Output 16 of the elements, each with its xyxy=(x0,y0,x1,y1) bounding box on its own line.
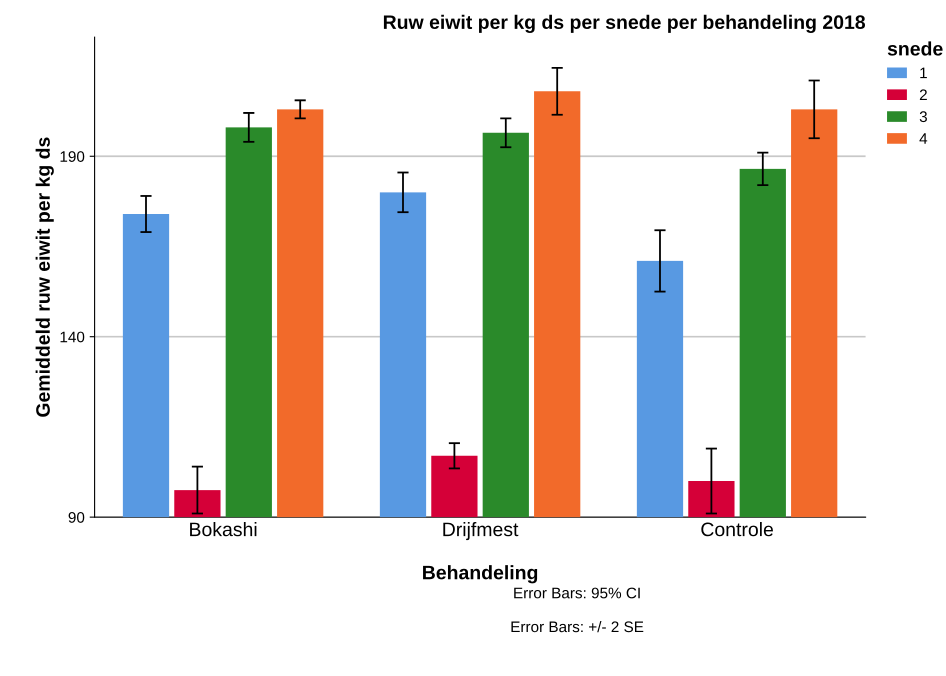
x-tick-label: Drijfmest xyxy=(443,522,518,540)
x-tick-label: Bokashi xyxy=(190,522,256,536)
y-tick-label: 140 xyxy=(60,332,84,342)
y-axis-title: Gemiddeld ruw eiwit per kg ds xyxy=(36,137,54,417)
x-axis-title: Behandeling xyxy=(423,565,538,584)
legend-title: snede xyxy=(888,41,943,56)
y-tick-label: 90 xyxy=(68,512,84,523)
text: Error Bars: 95% CI xyxy=(514,588,640,598)
legend-label: 2 xyxy=(920,89,927,100)
legend-label: 3 xyxy=(920,111,927,122)
legend-label: 1 xyxy=(920,68,927,78)
chart-title: Ruw eiwit per kg ds per snede per behandeling 2018 xyxy=(384,14,866,33)
text: Error Bars: +/- 2 SE xyxy=(511,620,644,632)
y-tick-label: 190 xyxy=(60,151,84,162)
legend-label: 4 xyxy=(919,133,928,144)
x-tick-label: Controle xyxy=(701,522,773,536)
